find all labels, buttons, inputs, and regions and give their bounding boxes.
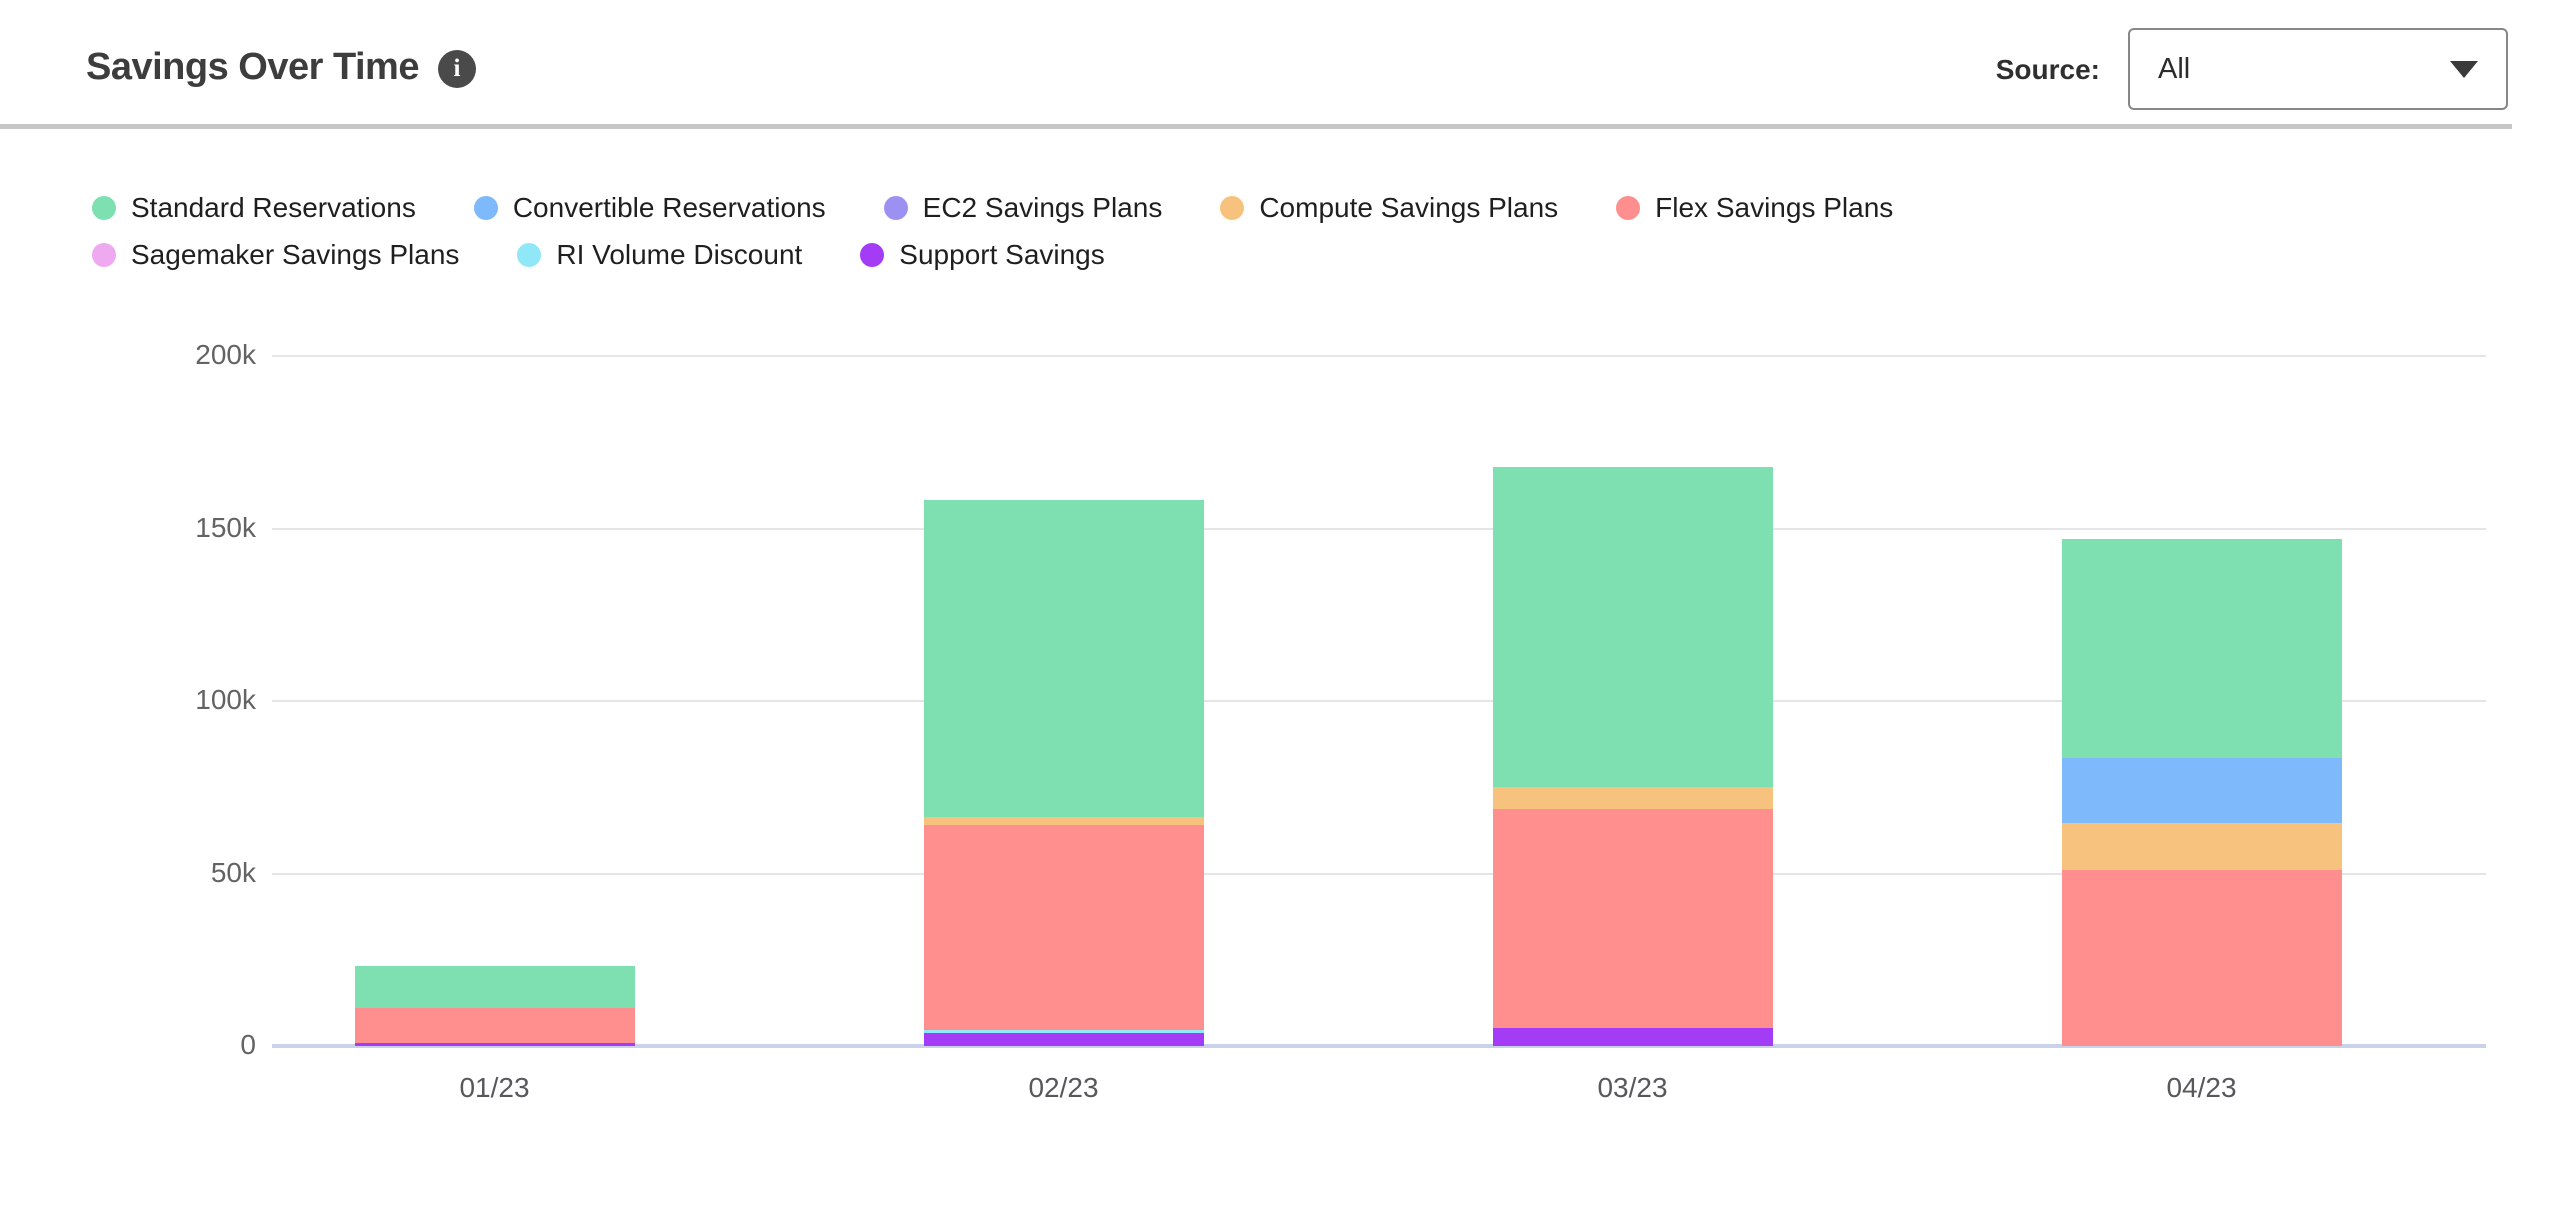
bar-segment[interactable]: [923, 499, 1204, 817]
x-axis-line: [272, 1044, 2486, 1048]
legend-item[interactable]: EC2 Savings Plans: [883, 192, 1163, 224]
bar-segment[interactable]: [354, 965, 635, 1009]
legend-row: Sagemaker Savings Plans RI Volume Discoun…: [92, 239, 2472, 271]
series-color-dot-icon: [473, 196, 498, 220]
legend-item[interactable]: Convertible Reservations: [473, 192, 826, 224]
source-select-value: All: [2158, 52, 2191, 85]
gridline: [272, 700, 2486, 702]
series-color-dot-icon: [517, 243, 542, 267]
legend-item[interactable]: Flex Savings Plans: [1616, 192, 1893, 224]
legend-item[interactable]: Support Savings: [860, 239, 1105, 271]
bar-segment[interactable]: [923, 1029, 1204, 1033]
series-color-dot-icon: [883, 196, 908, 220]
x-axis-tick-label: 04/23: [2166, 1072, 2237, 1103]
bar-segment[interactable]: [2061, 870, 2342, 1046]
bar-segment[interactable]: [354, 1042, 635, 1046]
bar-segment[interactable]: [2061, 539, 2342, 758]
y-axis-tick-label: 200k: [195, 339, 256, 370]
gridline: [272, 527, 2486, 530]
bar-segment[interactable]: [2061, 757, 2342, 824]
x-axis-tick-label: 02/23: [1028, 1072, 1099, 1103]
legend-item[interactable]: Standard Reservations: [92, 192, 416, 224]
legend-item-label: Compute Savings Plans: [1259, 192, 1559, 223]
legend-item-label: Sagemaker Savings Plans: [131, 239, 460, 270]
bar-segment[interactable]: [1492, 809, 1773, 1029]
bar-segment[interactable]: [923, 816, 1204, 825]
legend-item[interactable]: Sagemaker Savings Plans: [92, 239, 459, 271]
y-axis-tick-label: 100k: [195, 684, 256, 715]
legend-item[interactable]: RI Volume Discount: [517, 239, 802, 271]
bar-03/23: [1492, 356, 1773, 1046]
series-color-dot-icon: [92, 196, 116, 220]
bar-segment[interactable]: [923, 1032, 1204, 1046]
y-axis-tick-label: 0: [240, 1029, 256, 1060]
bar-01/23: [354, 356, 635, 1046]
bar-segment[interactable]: [1492, 786, 1773, 809]
header-divider: [0, 124, 2512, 129]
legend-row: Standard Reservations Convertible Reserva…: [92, 192, 2472, 224]
legend-item[interactable]: Compute Savings Plans: [1220, 192, 1558, 224]
chevron-down-icon: [2450, 60, 2478, 78]
legend-item-label: RI Volume Discount: [556, 239, 803, 270]
legend-item-label: Convertible Reservations: [512, 192, 826, 223]
legend-item-label: Standard Reservations: [131, 192, 416, 223]
bar-segment[interactable]: [1492, 467, 1773, 787]
y-axis-tick-label: 150k: [195, 511, 256, 543]
series-color-dot-icon: [92, 243, 116, 267]
page-title: Savings Over Time: [86, 46, 419, 88]
gridline: [272, 872, 2486, 875]
x-axis-tick-label: 03/23: [1597, 1072, 1668, 1103]
legend-item-label: EC2 Savings Plans: [922, 192, 1163, 223]
series-color-dot-icon: [1616, 196, 1641, 220]
bar-04/23: [2061, 356, 2342, 1046]
series-color-dot-icon: [1220, 196, 1245, 220]
info-icon-glyph: i: [453, 55, 461, 82]
bar-segment[interactable]: [923, 824, 1204, 1030]
bar-segment[interactable]: [1492, 1028, 1773, 1046]
source-select[interactable]: All: [2128, 28, 2508, 110]
chart-legend: Standard Reservations Convertible Reserva…: [92, 192, 2472, 271]
source-label: Source:: [1995, 54, 2100, 85]
x-axis-tick-label: 01/23: [459, 1072, 530, 1103]
y-axis-tick-label: 50k: [210, 856, 256, 888]
bar-segment[interactable]: [2061, 823, 2342, 871]
bar-02/23: [923, 356, 1204, 1046]
gridline: [272, 355, 2486, 357]
info-icon[interactable]: i: [438, 50, 476, 88]
series-color-dot-icon: [860, 243, 885, 267]
legend-item-label: Support Savings: [899, 239, 1105, 270]
legend-item-label: Flex Savings Plans: [1655, 192, 1894, 223]
bar-segment[interactable]: [354, 1008, 635, 1043]
